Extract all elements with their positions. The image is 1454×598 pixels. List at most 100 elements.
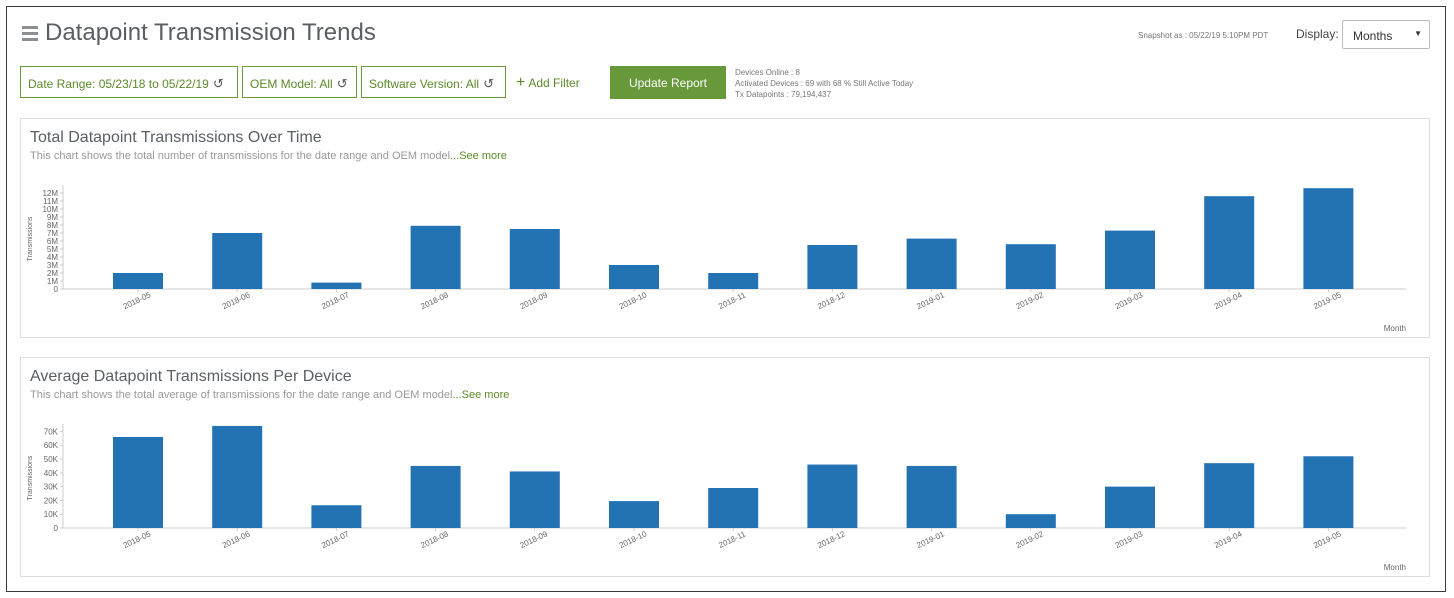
x-tick-label: 2019-01 bbox=[915, 290, 946, 311]
y-tick-label: 5M bbox=[47, 245, 58, 254]
y-tick-label: 30K bbox=[44, 483, 59, 492]
average-transmissions-panel: Average Datapoint Transmissions Per Devi… bbox=[20, 357, 1430, 577]
menu-icon[interactable] bbox=[22, 26, 38, 41]
y-tick-label: 50K bbox=[44, 455, 59, 464]
chevron-down-icon: ▼ bbox=[1414, 29, 1422, 38]
chart-description-text: This chart shows the total average of tr… bbox=[30, 389, 453, 401]
bar-2018-12 bbox=[807, 464, 858, 528]
chart-description: This chart shows the total average of tr… bbox=[30, 389, 509, 401]
x-tick-label: 2019-05 bbox=[1312, 529, 1343, 550]
y-tick-label: 4M bbox=[47, 253, 58, 262]
x-tick-label: 2018-07 bbox=[320, 290, 351, 311]
chart-description: This chart shows the total number of tra… bbox=[30, 150, 507, 162]
bar-2018-05 bbox=[113, 436, 163, 528]
page-title: Datapoint Transmission Trends bbox=[45, 19, 376, 46]
y-tick-label: 9M bbox=[47, 213, 58, 222]
stats-summary: Devices Online : 8 Activated Devices : 6… bbox=[735, 67, 913, 100]
y-tick-label: 70K bbox=[44, 427, 59, 436]
bar-2019-01 bbox=[906, 238, 957, 289]
y-tick-label: 0 bbox=[54, 285, 59, 294]
x-tick-label: 2019-02 bbox=[1015, 290, 1046, 311]
y-tick-label: 60K bbox=[44, 441, 59, 450]
display-select-value: Months bbox=[1353, 29, 1393, 43]
x-tick-label: 2018-09 bbox=[519, 529, 550, 550]
tx-datapoints: Tx Datapoints : 79,194,437 bbox=[735, 90, 832, 99]
y-tick-label: 2M bbox=[47, 269, 58, 278]
x-tick-label: 2019-04 bbox=[1213, 529, 1244, 550]
x-tick-label: 2018-05 bbox=[122, 290, 153, 311]
x-tick-label: 2018-09 bbox=[519, 290, 550, 311]
add-filter-button[interactable]: + Add Filter bbox=[516, 74, 580, 92]
y-tick-label: 40K bbox=[44, 469, 59, 478]
oem-model-filter[interactable]: OEM Model: All ↺ bbox=[242, 66, 357, 98]
bar-2019-04 bbox=[1204, 196, 1255, 289]
date-range-label: Date Range: 05/23/18 to 05/22/19 bbox=[28, 77, 209, 91]
bar-2018-09 bbox=[509, 229, 560, 289]
transmissions-bar-chart: Transmissions 01M2M3M4M5M6M7M8M9M10M11M12… bbox=[27, 185, 1406, 333]
bar-2019-05 bbox=[1303, 188, 1354, 289]
bar-2018-11 bbox=[708, 273, 759, 289]
x-tick-label: 2018-12 bbox=[816, 529, 847, 550]
x-tick-label: 2018-10 bbox=[618, 290, 649, 311]
bar-2018-10 bbox=[609, 265, 659, 289]
software-version-label: Software Version: All bbox=[369, 77, 480, 91]
x-tick-label: 2018-10 bbox=[618, 529, 649, 550]
add-filter-label: Add Filter bbox=[528, 76, 580, 90]
y-tick-label: 10K bbox=[44, 510, 59, 519]
chart-description-text: This chart shows the total number of tra… bbox=[30, 150, 451, 162]
x-tick-label: 2018-12 bbox=[816, 290, 847, 311]
x-tick-label: 2018-06 bbox=[221, 290, 252, 311]
see-more-link[interactable]: ...See more bbox=[450, 150, 507, 162]
software-version-filter[interactable]: Software Version: All ↺ bbox=[361, 66, 506, 98]
update-report-button[interactable]: Update Report bbox=[610, 66, 726, 99]
y-tick-label: 1M bbox=[47, 277, 58, 286]
y-tick-label: 10M bbox=[42, 205, 58, 214]
average-per-device-bar-chart: Transmissions 0 10K 20K 30K 40K 50K 60K 70K 2018-… bbox=[27, 424, 1406, 572]
x-tick-label: 2018-11 bbox=[717, 290, 747, 311]
y-axis-label: Transmissions bbox=[27, 455, 34, 500]
snapshot-timestamp: Snapshot as : 05/22/19 5:10PM PDT bbox=[1138, 31, 1269, 40]
bar-2018-11 bbox=[708, 488, 759, 528]
x-tick-label: 2018-11 bbox=[717, 529, 747, 550]
bar-2018-08 bbox=[410, 225, 461, 289]
display-label: Display: bbox=[1296, 27, 1339, 41]
x-tick-label: 2019-03 bbox=[1114, 529, 1145, 550]
oem-model-label: OEM Model: All bbox=[250, 77, 333, 91]
bar-2019-03 bbox=[1105, 486, 1155, 528]
x-tick-label: 2018-08 bbox=[419, 529, 450, 550]
x-axis-label: Month bbox=[1384, 563, 1406, 572]
y-tick-label: 6M bbox=[47, 237, 58, 246]
x-tick-label: 2018-08 bbox=[419, 290, 450, 311]
x-tick-label: 2019-03 bbox=[1114, 290, 1145, 311]
y-tick-label: 12M bbox=[42, 189, 58, 198]
x-tick-label: 2019-02 bbox=[1015, 529, 1046, 550]
bar-2019-03 bbox=[1105, 230, 1155, 289]
x-tick-label: 2019-04 bbox=[1213, 290, 1244, 311]
bar-2018-10 bbox=[609, 501, 659, 528]
y-tick-label: 8M bbox=[47, 221, 58, 230]
bar-2019-04 bbox=[1204, 463, 1255, 528]
bar-2018-06 bbox=[212, 425, 263, 528]
refresh-icon[interactable]: ↺ bbox=[336, 76, 348, 91]
x-tick-label: 2019-01 bbox=[915, 529, 946, 550]
bar-2019-02 bbox=[1005, 514, 1056, 528]
activated-devices: Activated Devices : 69 with 68 % Still A… bbox=[735, 79, 914, 88]
bar-2019-05 bbox=[1303, 456, 1354, 528]
x-tick-label: 2019-05 bbox=[1312, 290, 1343, 311]
see-more-link[interactable]: ...See more bbox=[452, 389, 510, 401]
refresh-icon[interactable]: ↺ bbox=[212, 76, 224, 91]
date-range-filter[interactable]: Date Range: 05/23/18 to 05/22/19 ↺ bbox=[20, 66, 238, 98]
y-tick-label: 3M bbox=[47, 261, 58, 270]
chart-title: Average Datapoint Transmissions Per Devi… bbox=[30, 368, 352, 385]
y-tick-label: 0 bbox=[54, 524, 59, 533]
display-select[interactable]: Months ▼ bbox=[1342, 20, 1430, 49]
bar-2018-09 bbox=[509, 471, 560, 528]
refresh-icon[interactable]: ↺ bbox=[483, 76, 494, 91]
bar-2019-02 bbox=[1005, 244, 1056, 289]
bar-2019-01 bbox=[906, 465, 957, 528]
devices-online: Devices Online : 8 bbox=[735, 68, 800, 77]
y-axis-label: Transmissions bbox=[27, 216, 34, 261]
x-tick-label: 2018-06 bbox=[221, 529, 252, 550]
y-tick-label: 11M bbox=[43, 197, 58, 206]
bar-2018-08 bbox=[410, 465, 461, 528]
